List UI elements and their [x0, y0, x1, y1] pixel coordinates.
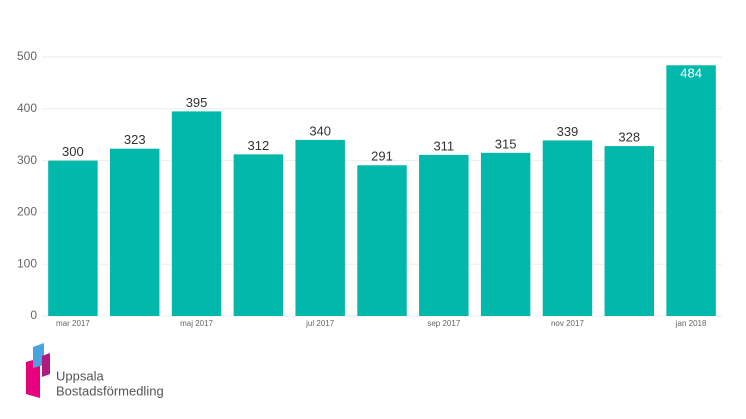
y-tick-label: 200 — [17, 205, 37, 219]
x-tick-label: mar 2017 — [56, 319, 90, 328]
bar — [666, 65, 716, 317]
bar — [419, 154, 469, 316]
data-label: 339 — [557, 124, 579, 139]
logo-shape — [33, 343, 44, 368]
logo-shape — [42, 353, 50, 377]
bar — [357, 165, 407, 316]
logo-shape — [26, 358, 40, 398]
x-tick-label: nov 2017 — [551, 319, 584, 328]
data-label: 300 — [62, 144, 84, 159]
logo-text: Bostadsförmedling — [56, 383, 164, 398]
x-tick-label: sep 2017 — [427, 319, 460, 328]
logo-icon — [26, 343, 50, 398]
y-tick-label: 100 — [17, 256, 37, 270]
bar — [604, 146, 654, 316]
bar — [233, 154, 284, 316]
data-label: 323 — [124, 132, 146, 147]
logo-text: Uppsala — [56, 368, 104, 383]
y-tick-label: 300 — [17, 153, 37, 167]
x-tick-label: maj 2017 — [180, 319, 213, 328]
y-tick-label: 500 — [17, 49, 37, 63]
bar — [480, 152, 531, 316]
data-label: 315 — [495, 136, 517, 151]
x-tick-label: jul 2017 — [305, 319, 335, 328]
data-label: 311 — [433, 138, 454, 153]
bar — [171, 111, 222, 316]
x-tick-label: jan 2018 — [675, 319, 707, 328]
data-label: 291 — [371, 149, 393, 164]
bar — [542, 140, 593, 316]
data-label: 340 — [309, 123, 331, 138]
y-tick-label: 0 — [30, 308, 37, 322]
bar — [110, 148, 160, 316]
data-label: 328 — [618, 130, 640, 145]
bar — [295, 139, 345, 316]
data-label: 484 — [680, 66, 702, 81]
data-label: 395 — [186, 95, 208, 110]
bar — [48, 160, 98, 316]
y-tick-label: 400 — [17, 101, 37, 115]
data-label: 312 — [248, 138, 270, 153]
